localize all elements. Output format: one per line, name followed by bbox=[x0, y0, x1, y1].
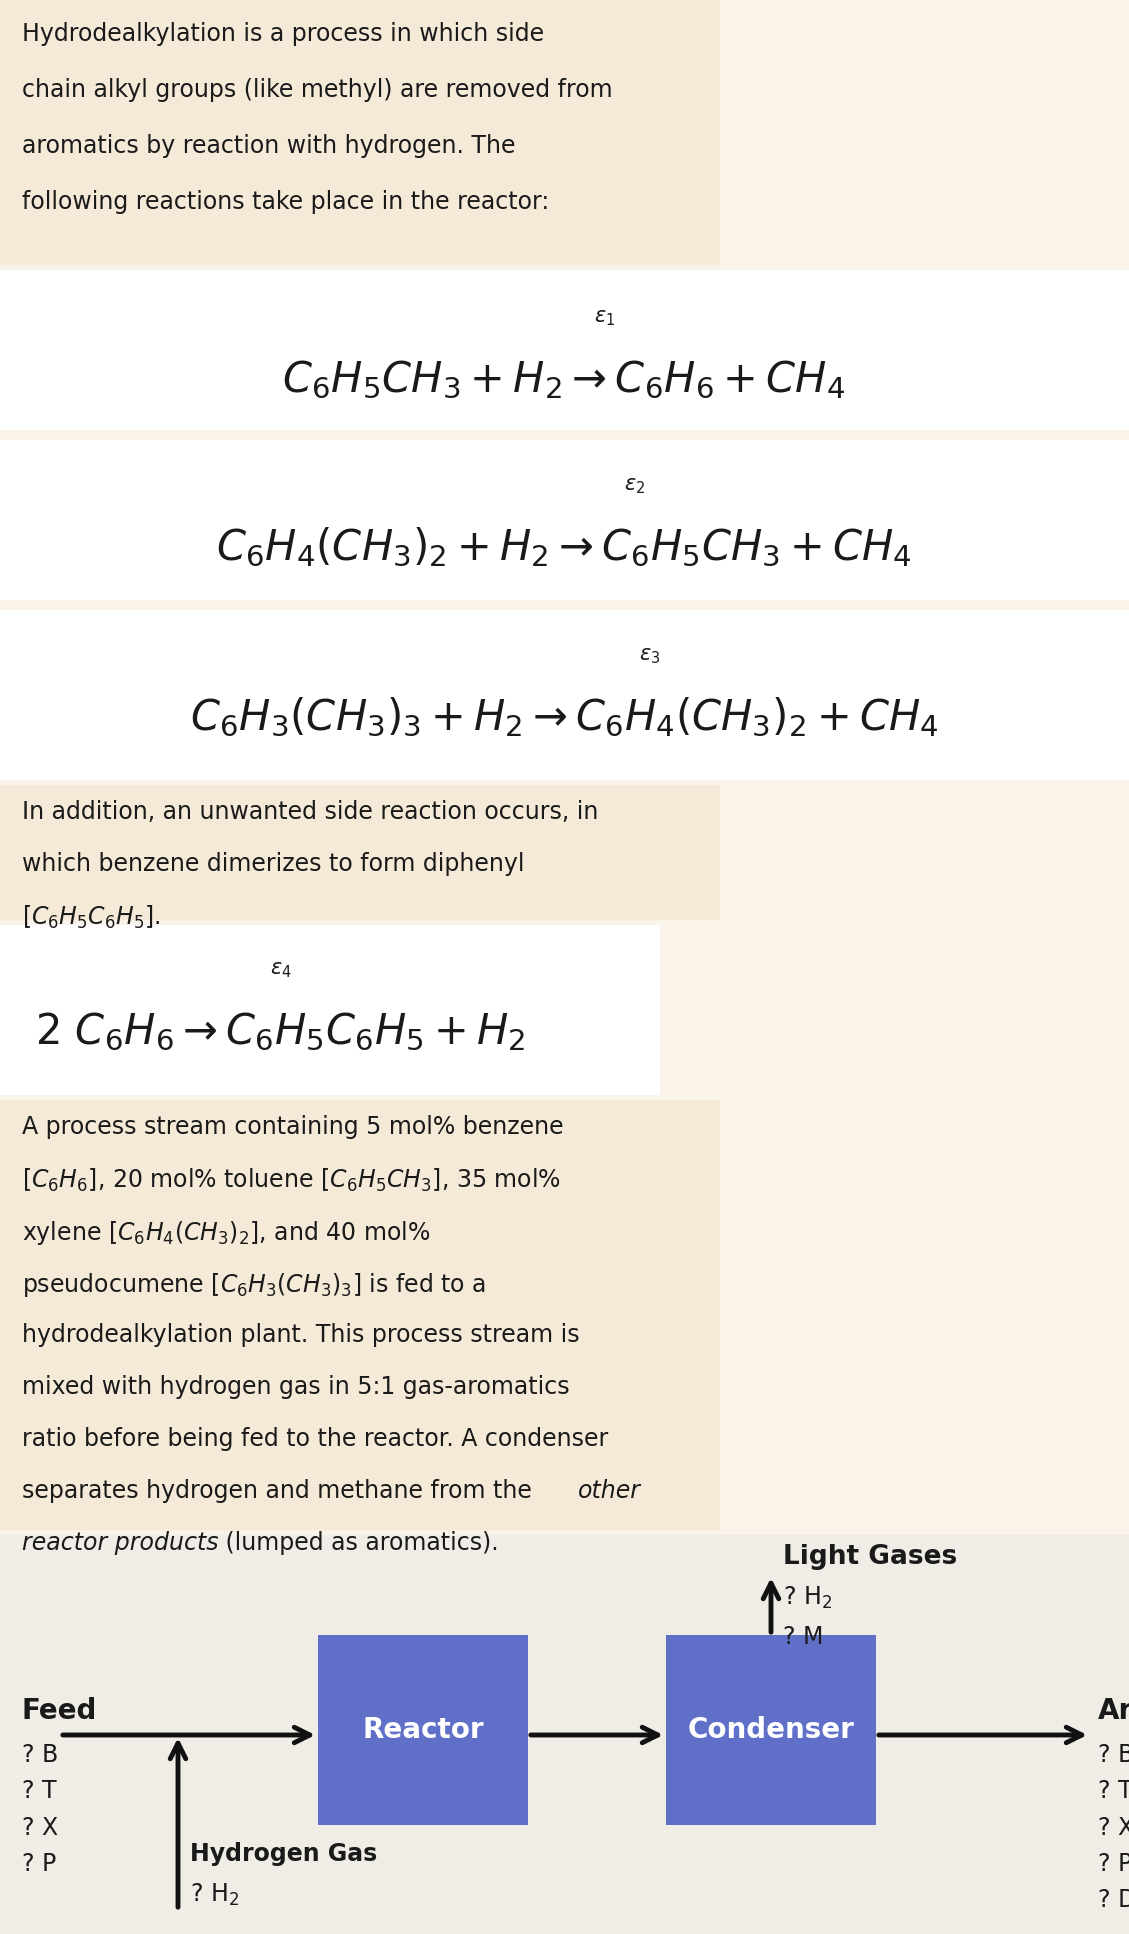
Text: Hydrogen Gas: Hydrogen Gas bbox=[190, 1841, 377, 1866]
Text: [$C_6H_6$], 20 mol% toluene [$C_6H_5CH_3$], 35 mol%: [$C_6H_6$], 20 mol% toluene [$C_6H_5CH_3… bbox=[21, 1166, 561, 1193]
Text: ? B
? T
? X
? P: ? B ? T ? X ? P bbox=[21, 1743, 59, 1876]
Text: which benzene dimerizes to form diphenyl: which benzene dimerizes to form diphenyl bbox=[21, 853, 525, 876]
Text: mixed with hydrogen gas in 5:1 gas-aromatics: mixed with hydrogen gas in 5:1 gas-aroma… bbox=[21, 1375, 570, 1398]
Text: In addition, an unwanted side reaction occurs, in: In addition, an unwanted side reaction o… bbox=[21, 801, 598, 824]
Text: $C_6H_4(CH_3)_2 + H_2 \rightarrow C_6H_5CH_3 + CH_4$: $C_6H_4(CH_3)_2 + H_2 \rightarrow C_6H_5… bbox=[216, 526, 912, 571]
Bar bbox=[0, 785, 720, 921]
Text: chain alkyl groups (like methyl) are removed from: chain alkyl groups (like methyl) are rem… bbox=[21, 77, 613, 103]
Text: $2\ C_6H_6 \rightarrow C_6H_5C_6H_5 + H_2$: $2\ C_6H_6 \rightarrow C_6H_5C_6H_5 + H_… bbox=[35, 1011, 525, 1054]
Text: $\varepsilon_3$: $\varepsilon_3$ bbox=[639, 646, 660, 665]
Text: ? B
? T
? X
? P
? D: ? B ? T ? X ? P ? D bbox=[1099, 1743, 1129, 1913]
Bar bbox=[318, 1634, 528, 1826]
Text: other: other bbox=[578, 1480, 641, 1503]
Text: Hydrodealkylation is a process in which side: Hydrodealkylation is a process in which … bbox=[21, 21, 544, 46]
Bar bbox=[666, 1634, 876, 1826]
Text: $\varepsilon_1$: $\varepsilon_1$ bbox=[594, 308, 615, 329]
Text: $\varepsilon_4$: $\varepsilon_4$ bbox=[270, 959, 291, 981]
Text: ? H$_2$: ? H$_2$ bbox=[784, 1586, 832, 1611]
Text: hydrodealkylation plant. This process stream is: hydrodealkylation plant. This process st… bbox=[21, 1323, 579, 1346]
Text: aromatics by reaction with hydrogen. The: aromatics by reaction with hydrogen. The bbox=[21, 133, 516, 159]
Text: $\varepsilon_2$: $\varepsilon_2$ bbox=[624, 476, 645, 495]
Text: (lumped as aromatics).: (lumped as aromatics). bbox=[218, 1532, 499, 1555]
Bar bbox=[0, 609, 1129, 779]
Text: ? M: ? M bbox=[784, 1625, 823, 1650]
Text: $C_6H_3(CH_3)_3 + H_2 \rightarrow C_6H_4(CH_3)_2 + CH_4$: $C_6H_3(CH_3)_3 + H_2 \rightarrow C_6H_4… bbox=[190, 696, 938, 739]
Bar bbox=[0, 1100, 720, 1530]
Bar bbox=[0, 1536, 1129, 1934]
Text: Light Gases: Light Gases bbox=[784, 1543, 957, 1570]
Text: ratio before being fed to the reactor. A condenser: ratio before being fed to the reactor. A… bbox=[21, 1427, 609, 1450]
Text: reactor products: reactor products bbox=[21, 1532, 219, 1555]
Text: following reactions take place in the reactor:: following reactions take place in the re… bbox=[21, 190, 549, 215]
Bar bbox=[0, 924, 660, 1095]
Text: Feed: Feed bbox=[21, 1696, 97, 1725]
Text: $C_6H_5CH_3 + H_2 \rightarrow C_6H_6 + CH_4$: $C_6H_5CH_3 + H_2 \rightarrow C_6H_6 + C… bbox=[282, 360, 846, 400]
Text: [$C_6H_5C_6H_5$].: [$C_6H_5C_6H_5$]. bbox=[21, 903, 160, 930]
Text: Condenser: Condenser bbox=[688, 1715, 855, 1744]
Text: A process stream containing 5 mol% benzene: A process stream containing 5 mol% benze… bbox=[21, 1116, 563, 1139]
Bar bbox=[0, 441, 1129, 600]
Text: Reactor: Reactor bbox=[362, 1715, 484, 1744]
Text: pseudocumene [$C_6H_3(CH_3)_3$] is fed to a: pseudocumene [$C_6H_3(CH_3)_3$] is fed t… bbox=[21, 1271, 487, 1300]
Text: xylene [$C_6H_4(CH_3)_2$], and 40 mol%: xylene [$C_6H_4(CH_3)_2$], and 40 mol% bbox=[21, 1218, 430, 1247]
Text: ? H$_2$: ? H$_2$ bbox=[190, 1882, 239, 1909]
Bar bbox=[0, 0, 720, 265]
Text: Aromatics: Aromatics bbox=[1099, 1696, 1129, 1725]
Text: separates hydrogen and methane from the: separates hydrogen and methane from the bbox=[21, 1480, 532, 1503]
Bar bbox=[0, 271, 1129, 429]
